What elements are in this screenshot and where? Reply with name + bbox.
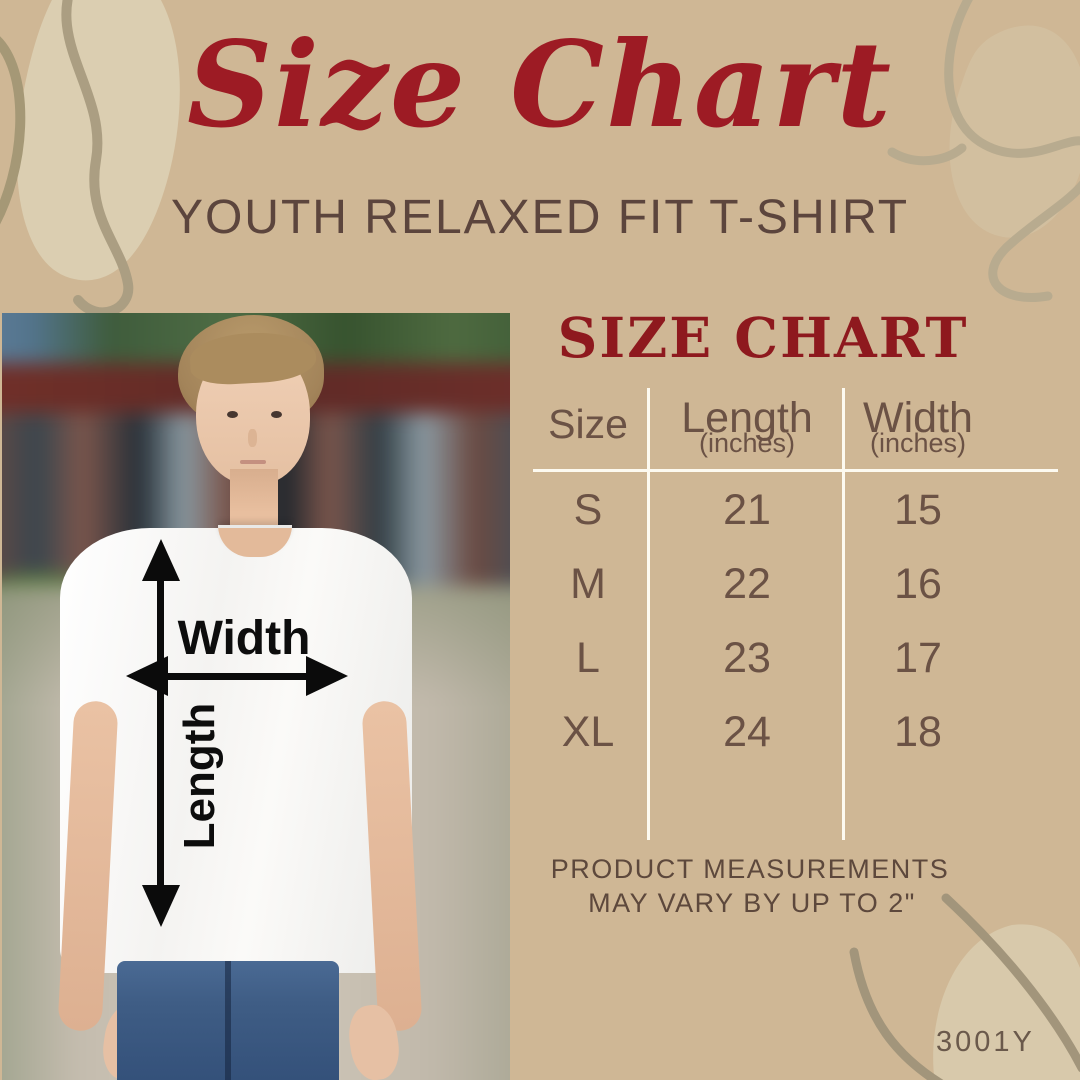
width-arrowhead-right bbox=[306, 656, 348, 696]
decorative-loop-top-right bbox=[944, 0, 1080, 302]
column-header-length: Length bbox=[681, 394, 813, 442]
boy-jeans bbox=[117, 961, 339, 1080]
size-chart-heading: SIZE CHART bbox=[557, 305, 969, 370]
page-subtitle: YOUTH RELAXED FIT T-SHIRT bbox=[170, 191, 910, 244]
boy-nose bbox=[248, 429, 257, 447]
page-title: Size Chart bbox=[186, 15, 894, 154]
table-row-length: 23 bbox=[723, 634, 771, 682]
table-row-width: 16 bbox=[894, 560, 942, 608]
table-divider-horizontal bbox=[533, 469, 1058, 472]
column-header-size: Size bbox=[548, 401, 628, 447]
decorative-blob-top-right-fill bbox=[949, 25, 1080, 238]
boy-model bbox=[2, 313, 510, 1080]
table-row-length: 22 bbox=[723, 560, 771, 608]
column-unit-width: (inches) bbox=[869, 428, 967, 458]
decorative-squiggle-top-left bbox=[61, 0, 134, 318]
table-row-size: S bbox=[573, 486, 603, 534]
product-code: 3001Y bbox=[936, 1026, 1035, 1058]
table-row-size: L bbox=[576, 634, 600, 682]
measurement-note-line2: MAY VARY BY UP TO 2" bbox=[588, 888, 916, 918]
table-row-size: M bbox=[570, 560, 606, 608]
measurement-note-line1: PRODUCT MEASUREMENTS bbox=[550, 854, 950, 884]
table-row-length: 21 bbox=[723, 486, 771, 534]
table-row-width: 17 bbox=[894, 634, 942, 682]
table-row-length: 24 bbox=[723, 708, 771, 756]
boy-eye-left bbox=[227, 411, 238, 418]
white-tshirt bbox=[60, 528, 412, 973]
width-measure-label: Width bbox=[177, 612, 311, 665]
product-photo: Width Length bbox=[2, 313, 510, 1080]
width-arrow bbox=[162, 673, 310, 680]
column-header-width: Width bbox=[863, 394, 973, 442]
table-row-width: 18 bbox=[894, 708, 942, 756]
decorative-arc-left-edge bbox=[0, 36, 26, 225]
table-divider-vertical-2 bbox=[842, 388, 845, 840]
decorative-blob-bottom-right-fill bbox=[933, 924, 1080, 1080]
decorative-arc-bottom-right-2 bbox=[849, 947, 944, 1080]
column-unit-length: (inches) bbox=[698, 428, 796, 458]
length-arrowhead-top bbox=[142, 539, 180, 581]
decorative-tail-top-right bbox=[887, 143, 967, 166]
table-row-width: 15 bbox=[894, 486, 942, 534]
boy-arm-right bbox=[361, 700, 423, 1032]
jeans-seam bbox=[225, 961, 231, 1080]
length-arrowhead-bottom bbox=[142, 885, 180, 927]
table-divider-vertical-1 bbox=[647, 388, 650, 840]
decorative-arc-bottom-right-1 bbox=[941, 893, 1080, 1073]
boy-eye-right bbox=[271, 411, 282, 418]
table-row-size: XL bbox=[561, 708, 615, 756]
boy-mouth bbox=[240, 460, 266, 464]
length-arrow bbox=[157, 575, 164, 890]
length-measure-label: Length bbox=[175, 702, 224, 850]
width-arrowhead-left bbox=[126, 656, 168, 696]
